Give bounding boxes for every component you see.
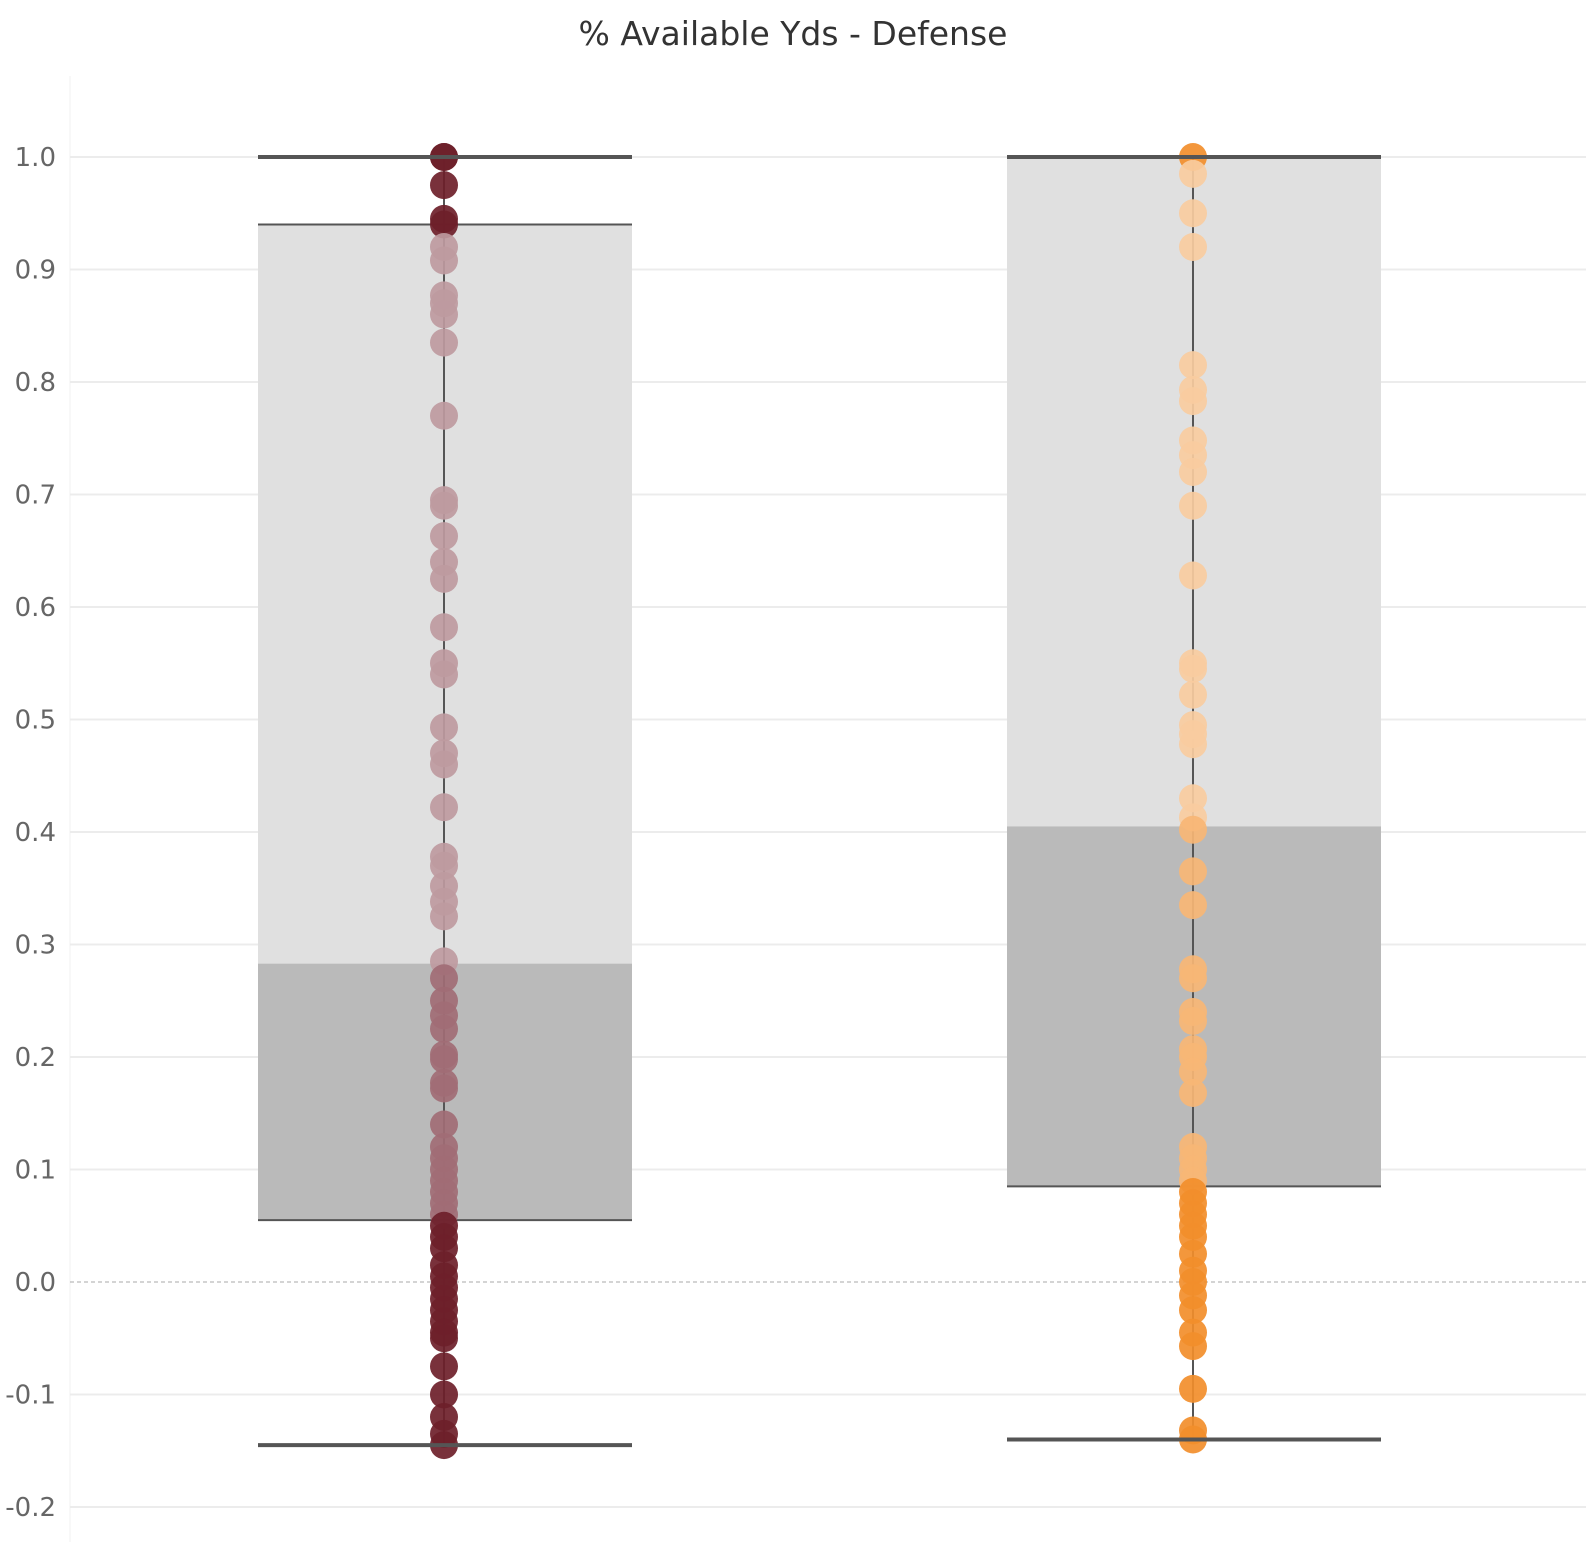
y-tick-label: 0.7 [15, 481, 56, 511]
data-point [1179, 1296, 1207, 1325]
data-point [1179, 1007, 1207, 1035]
data-point [430, 564, 458, 593]
data-point [430, 491, 458, 520]
data-point [430, 964, 458, 993]
y-tick-label: 0.5 [15, 706, 56, 736]
y-tick-label: 0.6 [15, 593, 56, 623]
data-point [430, 851, 458, 880]
data-point [430, 171, 458, 200]
y-tick-label: 0.9 [15, 256, 56, 286]
data-point [1179, 857, 1207, 886]
data-point [1179, 351, 1207, 380]
data-point [1179, 159, 1207, 188]
data-point [1179, 387, 1207, 416]
data-point [430, 401, 458, 430]
data-point [430, 793, 458, 822]
data-point [1179, 654, 1207, 683]
data-point [1179, 199, 1207, 228]
data-point [1179, 784, 1207, 813]
data-point [430, 522, 458, 551]
data-point [1179, 1079, 1207, 1107]
y-tick-label: 0.4 [15, 818, 56, 848]
data-point [1179, 1332, 1207, 1361]
data-point [1179, 964, 1207, 993]
data-point [1179, 458, 1207, 486]
y-tick-label: 0.2 [15, 1043, 56, 1073]
data-point [430, 1014, 458, 1043]
y-tick-label: 0.8 [15, 368, 56, 398]
data-point [430, 1380, 458, 1409]
data-point [430, 613, 458, 642]
data-point [430, 1110, 458, 1139]
data-point [1179, 491, 1207, 520]
data-point [430, 328, 458, 357]
data-point [1179, 730, 1207, 759]
data-point [430, 713, 458, 742]
y-tick-label: 1.0 [15, 143, 56, 173]
y-tick-label: -0.2 [5, 1493, 56, 1523]
data-point [430, 300, 458, 329]
data-point [1179, 1057, 1207, 1086]
y-tick-label: -0.1 [5, 1381, 56, 1411]
data-point [430, 210, 458, 239]
data-point [430, 1074, 458, 1103]
chart-title: % Available Yds - Defense [578, 14, 1008, 53]
data-point [430, 1045, 458, 1074]
data-point [1179, 815, 1207, 844]
data-point [430, 246, 458, 275]
data-point [430, 750, 458, 779]
data-point [430, 1324, 458, 1353]
y-tick-label: 0.1 [15, 1156, 56, 1186]
data-point [430, 660, 458, 689]
data-point [1179, 233, 1207, 261]
y-tick-label: 0.3 [15, 931, 56, 961]
y-tick-label: 0.0 [15, 1268, 56, 1298]
data-point [1179, 891, 1207, 920]
data-point [1179, 561, 1207, 590]
data-point [430, 902, 458, 931]
data-point [1179, 1374, 1207, 1403]
data-point [430, 1352, 458, 1381]
data-point [1179, 680, 1207, 709]
